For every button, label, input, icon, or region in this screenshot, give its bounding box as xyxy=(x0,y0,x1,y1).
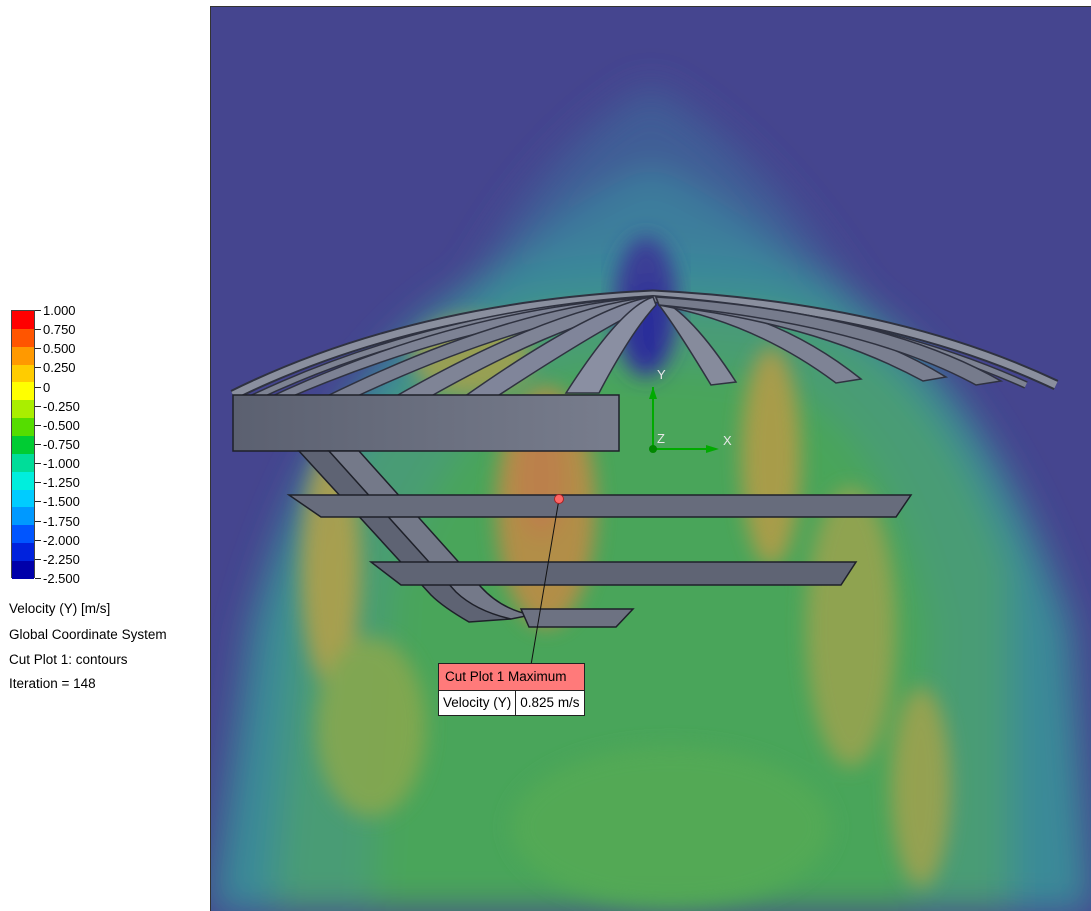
cut-plot-contours: Y X Z xyxy=(211,7,1091,911)
legend-tick xyxy=(35,578,41,579)
legend-color-segment xyxy=(12,436,34,454)
legend-plot-name: Cut Plot 1: contours xyxy=(9,652,128,667)
legend-tick xyxy=(35,501,41,503)
legend-tick xyxy=(35,348,41,350)
legend-tick-label: -2.250 xyxy=(43,551,80,567)
legend-tick-label: 1.000 xyxy=(43,303,76,318)
legend-tick-label: -1.250 xyxy=(43,475,80,491)
callout-value: 0.825 m/s xyxy=(515,691,583,715)
legend-coordinate-system: Global Coordinate System xyxy=(9,627,167,642)
legend-tick-label: 0 xyxy=(43,379,51,395)
legend-tick xyxy=(35,386,41,388)
callout-row: Velocity (Y) 0.825 m/s xyxy=(439,691,584,715)
legend-tick xyxy=(35,329,41,331)
legend-tick xyxy=(35,539,41,541)
legend-color-segment xyxy=(12,471,34,490)
legend-tick xyxy=(35,310,41,311)
callout-leader xyxy=(530,498,560,666)
legend-color-segment xyxy=(12,561,34,579)
legend-tick xyxy=(35,424,41,426)
legend-tick-label: -2.500 xyxy=(43,571,80,586)
legend-color-segment xyxy=(12,328,34,347)
triad-x-label: X xyxy=(723,433,732,448)
legend-tick xyxy=(35,444,41,445)
legend-tick-label: 0.250 xyxy=(43,360,76,376)
callout-parameter: Velocity (Y) xyxy=(443,695,512,710)
legend-color-segment xyxy=(12,507,34,526)
coordinate-triad: Y X Z xyxy=(649,367,732,453)
legend-tick xyxy=(35,463,41,465)
legend-tick-label: 0.500 xyxy=(43,341,76,357)
legend-colorbar xyxy=(11,310,35,579)
legend-color-segment xyxy=(12,525,34,544)
legend-color-segment xyxy=(12,346,34,365)
legend-tick xyxy=(35,520,41,522)
legend-tick-label: -0.250 xyxy=(43,398,80,414)
legend-color-segment xyxy=(12,382,34,401)
legend-color-segment xyxy=(12,489,34,508)
triad-z-label: Z xyxy=(657,431,665,446)
legend-tick xyxy=(35,558,41,560)
legend-tick-label: -1.000 xyxy=(43,456,80,472)
maximum-marker[interactable] xyxy=(554,494,564,504)
color-legend: 1.000 0.750 0.500 0.250 0 -0.250 -0.500 -0.750 -… xyxy=(0,0,210,911)
legend-tick xyxy=(35,482,41,484)
max-value-callout[interactable]: Cut Plot 1 Maximum Velocity (Y) 0.825 m/… xyxy=(438,663,585,716)
legend-tick-label: -1.750 xyxy=(43,513,80,529)
legend-tick-label: -0.500 xyxy=(43,417,80,433)
legend-iteration: Iteration = 148 xyxy=(9,676,96,691)
legend-color-segment xyxy=(12,543,34,562)
legend-tick-label: 0.750 xyxy=(43,322,76,338)
legend-color-segment xyxy=(12,418,34,437)
legend-color-segment xyxy=(12,311,34,329)
legend-quantity: Velocity (Y) [m/s] xyxy=(9,601,111,616)
legend-color-segment xyxy=(12,364,34,383)
legend-tick-label: -2.000 xyxy=(43,532,80,548)
callout-title: Cut Plot 1 Maximum xyxy=(439,664,584,691)
triad-y-label: Y xyxy=(657,367,666,382)
legend-tick-label: -1.500 xyxy=(43,494,80,510)
legend-tick xyxy=(35,367,41,369)
3d-viewport[interactable]: Y X Z xyxy=(210,6,1091,911)
legend-tick xyxy=(35,405,41,407)
legend-tick-label: -0.750 xyxy=(43,437,80,452)
legend-color-segment xyxy=(12,400,34,419)
legend-color-segment xyxy=(12,453,34,472)
